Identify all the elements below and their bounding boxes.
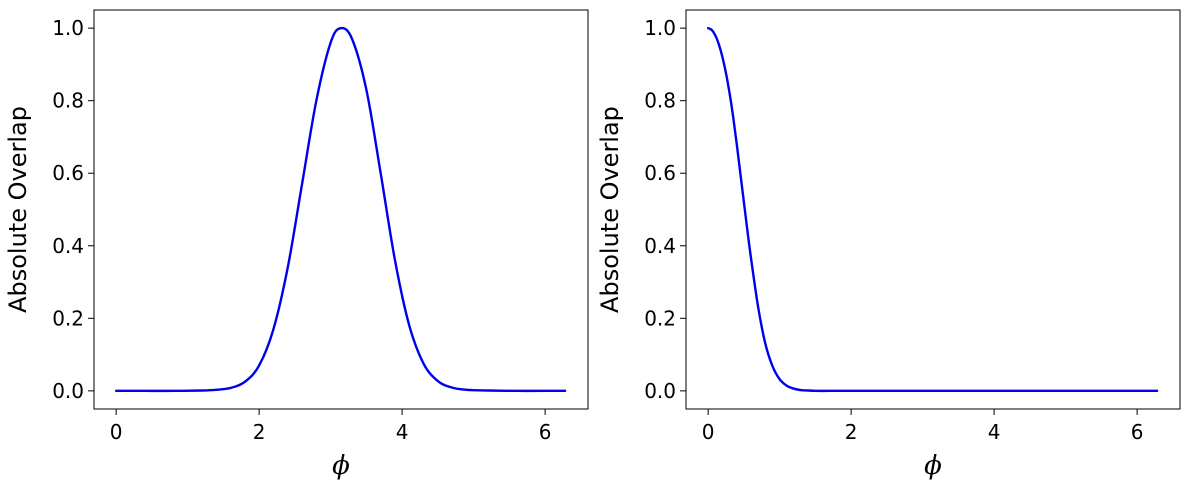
y-tick-label: 0.4 bbox=[644, 234, 676, 258]
x-tick-label: 6 bbox=[1131, 420, 1144, 444]
x-tick-label: 0 bbox=[110, 420, 123, 444]
y-tick-label: 0.6 bbox=[644, 161, 676, 185]
y-tick-label: 1.0 bbox=[52, 16, 84, 40]
y-axis-label: Absolute Overlap bbox=[4, 106, 32, 313]
x-tick-label: 2 bbox=[253, 420, 266, 444]
subplot-right: 0 2 4 6 0.0 0.2 0.4 0.6 0.8 1.0 ϕ Absolute Overla… bbox=[596, 9, 1181, 481]
y-tick-label: 0.6 bbox=[52, 161, 84, 185]
x-tick-label: 2 bbox=[845, 420, 858, 444]
x-tick-label: 4 bbox=[988, 420, 1001, 444]
x-tick-label: 6 bbox=[539, 420, 552, 444]
y-tick-label: 1.0 bbox=[644, 16, 676, 40]
y-axis-label: Absolute Overlap bbox=[596, 106, 624, 313]
y-tick-label: 0.2 bbox=[52, 306, 84, 330]
series-line bbox=[706, 26, 1159, 393]
tick-layer: 0 2 4 6 0.0 0.2 0.4 0.6 0.8 1.0 bbox=[644, 16, 1143, 444]
tick-layer: 0 2 4 6 0.0 0.2 0.4 0.6 0.8 1.0 bbox=[52, 16, 551, 444]
series-line bbox=[114, 26, 567, 393]
x-axis-label: ϕ bbox=[332, 451, 350, 481]
axes-frame bbox=[93, 9, 589, 410]
y-tick-label: 0.0 bbox=[52, 379, 84, 403]
x-tick-label: 0 bbox=[702, 420, 715, 444]
y-tick-label: 0.2 bbox=[644, 306, 676, 330]
x-tick-label: 4 bbox=[396, 420, 409, 444]
y-tick-label: 0.4 bbox=[52, 234, 84, 258]
y-tick-label: 0.8 bbox=[52, 89, 84, 113]
x-axis-label: ϕ bbox=[924, 451, 942, 481]
y-tick-label: 0.0 bbox=[644, 379, 676, 403]
y-tick-label: 0.8 bbox=[644, 89, 676, 113]
axes-frame bbox=[685, 9, 1181, 410]
subplot-left: 0 2 4 6 0.0 0.2 0.4 0.6 0.8 1.0 ϕ Absolute Overla… bbox=[4, 9, 589, 481]
